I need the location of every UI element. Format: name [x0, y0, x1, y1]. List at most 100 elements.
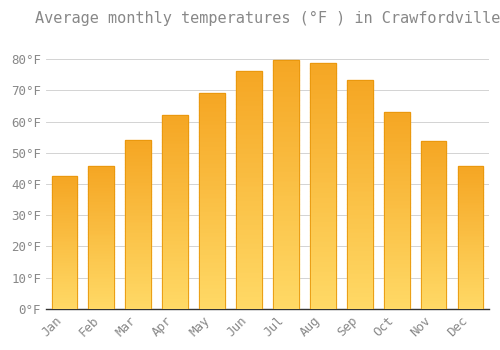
- Bar: [420, 158, 446, 161]
- Bar: [162, 193, 188, 197]
- Bar: [236, 199, 262, 204]
- Bar: [347, 231, 372, 236]
- Bar: [52, 200, 78, 203]
- Bar: [236, 80, 262, 85]
- Bar: [273, 100, 299, 105]
- Bar: [88, 286, 115, 289]
- Bar: [273, 219, 299, 224]
- Bar: [273, 239, 299, 244]
- Bar: [126, 252, 151, 255]
- Bar: [52, 234, 78, 237]
- Bar: [310, 235, 336, 240]
- Bar: [236, 123, 262, 128]
- Bar: [458, 169, 483, 172]
- Bar: [347, 190, 372, 195]
- Bar: [88, 186, 115, 189]
- Bar: [52, 197, 78, 200]
- Bar: [310, 304, 336, 309]
- Bar: [384, 155, 409, 160]
- Bar: [199, 266, 225, 270]
- Bar: [458, 278, 483, 280]
- Bar: [162, 278, 188, 282]
- Bar: [420, 255, 446, 259]
- Bar: [384, 218, 409, 222]
- Bar: [273, 259, 299, 264]
- Bar: [420, 151, 446, 155]
- Bar: [162, 185, 188, 189]
- Bar: [347, 80, 372, 309]
- Bar: [199, 106, 225, 110]
- Bar: [236, 252, 262, 257]
- Bar: [52, 240, 78, 243]
- Bar: [126, 174, 151, 177]
- Bar: [273, 199, 299, 204]
- Bar: [52, 282, 78, 285]
- Bar: [126, 164, 151, 167]
- Bar: [236, 71, 262, 76]
- Bar: [236, 218, 262, 223]
- Bar: [310, 147, 336, 152]
- Bar: [88, 214, 115, 217]
- Bar: [199, 119, 225, 123]
- Bar: [420, 212, 446, 215]
- Bar: [347, 103, 372, 107]
- Bar: [199, 205, 225, 210]
- Bar: [420, 259, 446, 262]
- Bar: [347, 199, 372, 204]
- Bar: [236, 94, 262, 99]
- Bar: [126, 255, 151, 258]
- Bar: [458, 255, 483, 258]
- Bar: [458, 218, 483, 220]
- Bar: [384, 293, 409, 297]
- Bar: [420, 232, 446, 235]
- Bar: [236, 295, 262, 299]
- Bar: [347, 162, 372, 167]
- Bar: [52, 285, 78, 288]
- Bar: [384, 211, 409, 215]
- Bar: [347, 213, 372, 217]
- Bar: [236, 118, 262, 123]
- Bar: [126, 292, 151, 295]
- Bar: [347, 158, 372, 162]
- Bar: [273, 244, 299, 249]
- Bar: [458, 298, 483, 300]
- Bar: [420, 306, 446, 309]
- Bar: [162, 119, 188, 123]
- Bar: [126, 238, 151, 242]
- Bar: [347, 240, 372, 245]
- Bar: [420, 161, 446, 165]
- Bar: [88, 229, 115, 232]
- Bar: [52, 227, 78, 229]
- Bar: [126, 170, 151, 174]
- Bar: [199, 292, 225, 296]
- Bar: [458, 172, 483, 175]
- Bar: [126, 302, 151, 306]
- Bar: [88, 211, 115, 214]
- Bar: [236, 275, 262, 280]
- Bar: [384, 274, 409, 278]
- Bar: [384, 297, 409, 301]
- Bar: [347, 245, 372, 250]
- Bar: [347, 300, 372, 304]
- Bar: [384, 163, 409, 167]
- Bar: [347, 236, 372, 240]
- Bar: [458, 195, 483, 198]
- Bar: [458, 186, 483, 189]
- Bar: [273, 224, 299, 229]
- Bar: [52, 274, 78, 277]
- Bar: [420, 205, 446, 208]
- Bar: [162, 231, 188, 236]
- Bar: [273, 80, 299, 85]
- Bar: [236, 109, 262, 114]
- Bar: [458, 246, 483, 249]
- Bar: [273, 304, 299, 309]
- Bar: [458, 209, 483, 212]
- Bar: [162, 216, 188, 220]
- Bar: [347, 272, 372, 277]
- Bar: [162, 139, 188, 142]
- Bar: [162, 286, 188, 289]
- Bar: [310, 88, 336, 92]
- Bar: [52, 245, 78, 248]
- Bar: [384, 254, 409, 258]
- Bar: [310, 186, 336, 191]
